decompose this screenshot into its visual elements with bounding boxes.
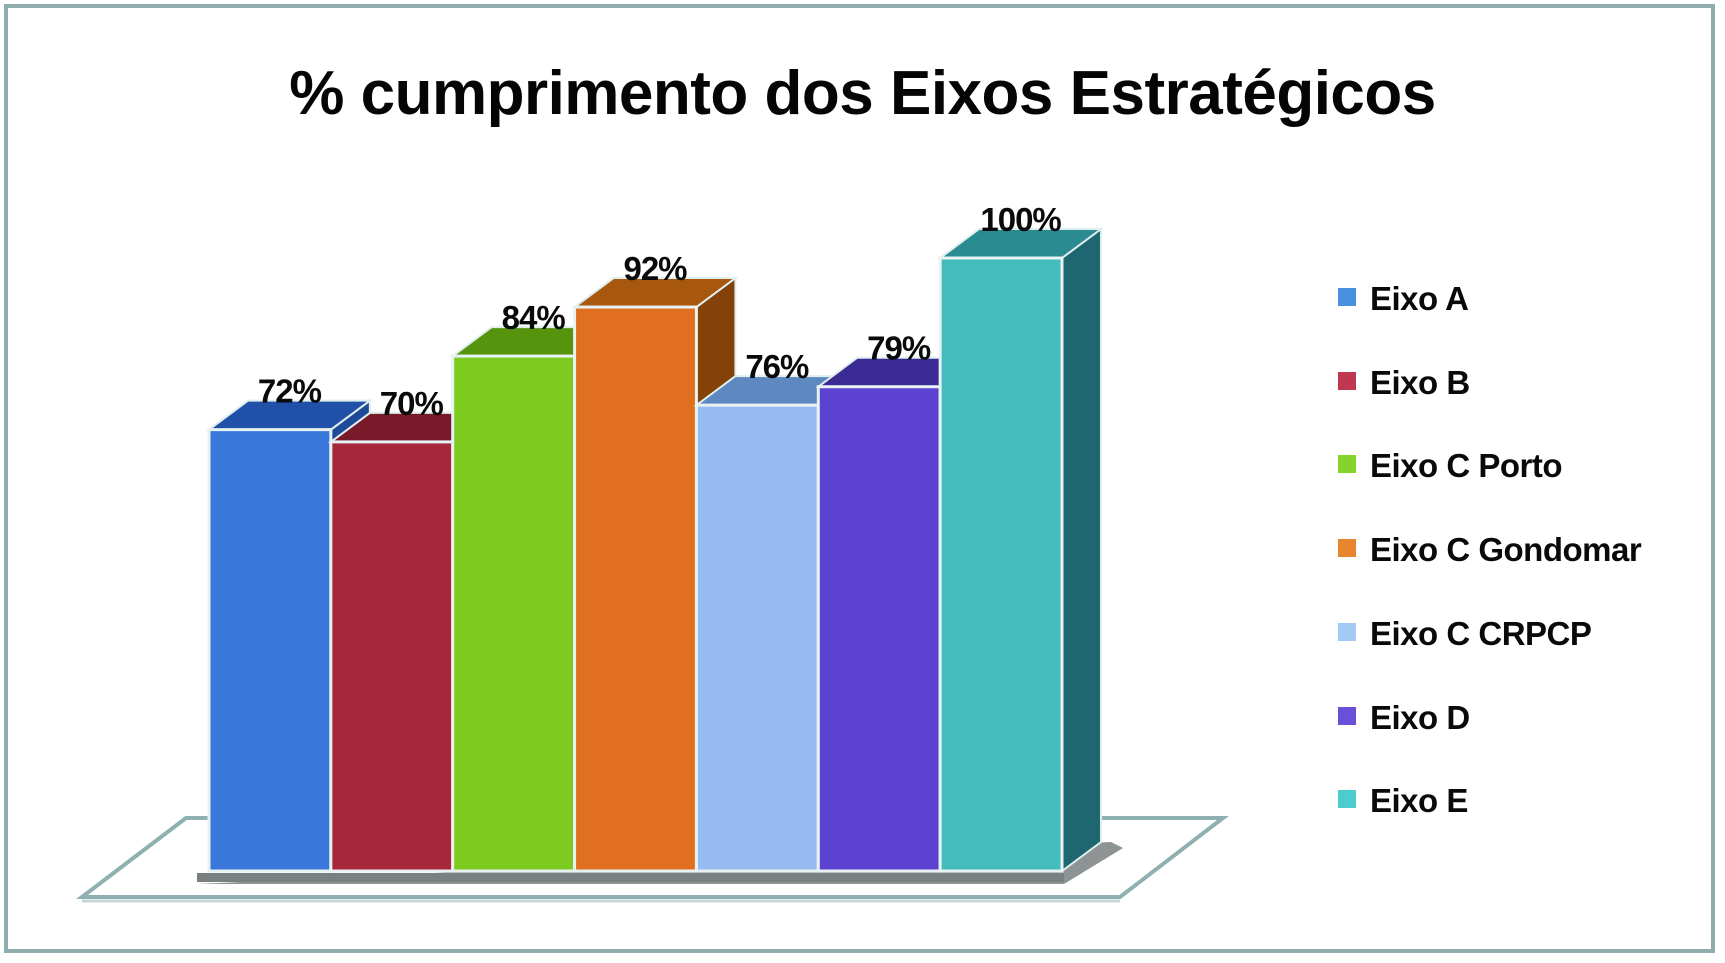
legend-label: Eixo B [1370, 363, 1470, 401]
bar-front [816, 385, 942, 873]
data-label: 84% [502, 299, 566, 336]
data-labels: 72% 70% 84% 92% 76% 79% 100% [258, 201, 1063, 422]
bar-front [694, 403, 820, 873]
legend-label: Eixo D [1370, 698, 1470, 736]
bar-front [451, 354, 577, 873]
legend-label: Eixo C Porto [1370, 447, 1563, 485]
data-label: 72% [258, 373, 322, 410]
legend-swatch-icon [1338, 622, 1356, 641]
legend-swatch-icon [1338, 455, 1356, 474]
data-label: 76% [745, 348, 809, 385]
legend-swatch-icon [1338, 371, 1356, 390]
legend-label: Eixo C Gondomar [1370, 531, 1642, 569]
bar-front [207, 428, 333, 873]
legend-swatch-icon [1338, 288, 1356, 306]
data-label: 100% [980, 201, 1061, 238]
legend-swatch-icon [1338, 706, 1356, 725]
legend-label: Eixo A [1370, 280, 1469, 317]
bar-front [938, 256, 1064, 873]
data-label: 92% [623, 250, 687, 287]
legend-swatch-icon [1338, 539, 1356, 558]
data-label: 70% [380, 385, 444, 422]
bar-front [329, 440, 455, 873]
chart-title: % cumprimento dos Eixos Estratégicos [289, 59, 1436, 128]
legend-swatch-icon [1338, 790, 1356, 809]
bar-group [205, 227, 1105, 873]
legend-label: Eixo C CRPCP [1370, 614, 1592, 652]
shadow-base [197, 873, 1064, 882]
legend-label: Eixo E [1370, 782, 1468, 820]
bar-front [573, 305, 698, 873]
data-label: 79% [867, 330, 931, 367]
bar-eixo-e [937, 227, 1105, 873]
bar-side [1061, 227, 1102, 873]
